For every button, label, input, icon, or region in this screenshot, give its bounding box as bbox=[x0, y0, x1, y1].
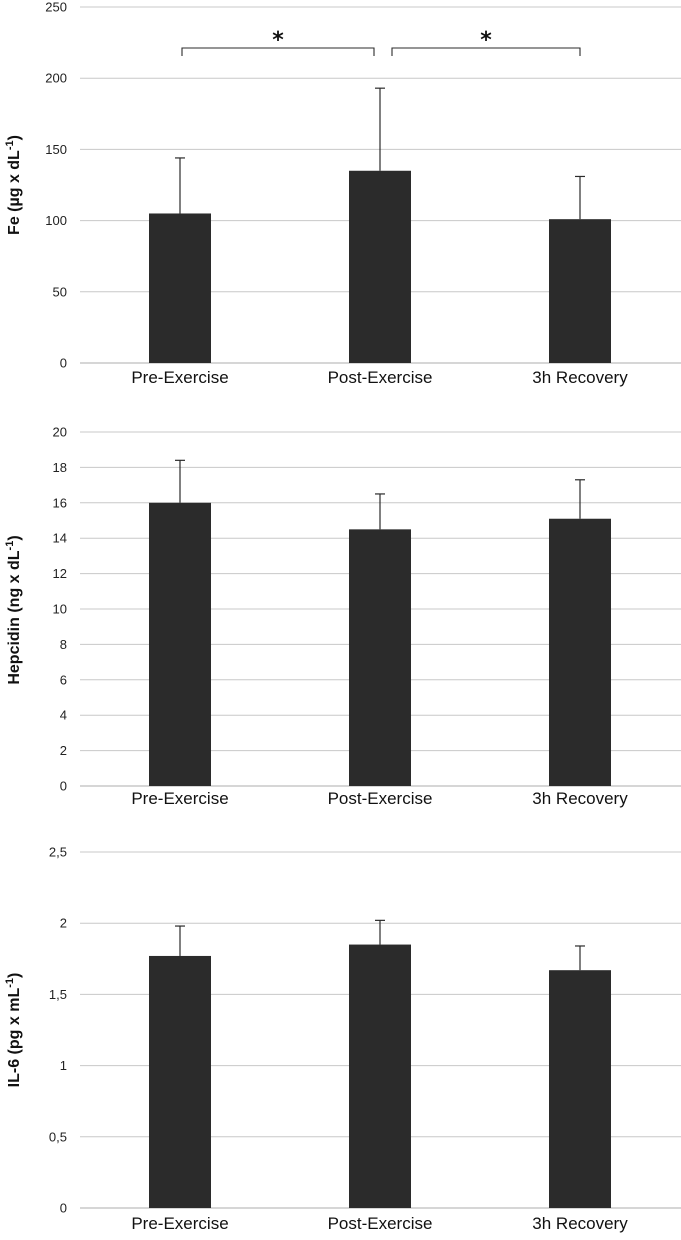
x-tick-label: 3h Recovery bbox=[532, 789, 628, 808]
y-tick-label: 8 bbox=[60, 637, 67, 652]
y-tick-label: 0 bbox=[60, 356, 67, 371]
bar-pre-exercise bbox=[149, 502, 211, 786]
y-axis-title-text: Hepcidin (ng x dL bbox=[6, 550, 23, 684]
y-tick-label: 150 bbox=[45, 142, 67, 157]
y-tick-label: 0 bbox=[60, 779, 67, 794]
x-tick-label: Post-Exercise bbox=[328, 789, 433, 808]
y-axis-title-text: IL-6 (pg x mL bbox=[6, 988, 23, 1088]
bar-3h-recovery bbox=[549, 518, 611, 786]
significance-marker: * bbox=[272, 28, 284, 53]
y-axis-title-close: ) bbox=[6, 535, 23, 540]
significance-bracket bbox=[181, 47, 375, 56]
fe-chart: 0 50 100 150 200 250 Pre-Exercise Post-Exercise… bbox=[4, 0, 681, 387]
y-tick-label: 18 bbox=[53, 460, 67, 475]
bar-post-exercise bbox=[349, 170, 411, 363]
x-tick-label: 3h Recovery bbox=[532, 1214, 628, 1233]
y-axis-title-sup: -1 bbox=[4, 541, 16, 551]
y-tick-label: 1,5 bbox=[49, 987, 67, 1002]
x-tick-label: Pre-Exercise bbox=[131, 1214, 228, 1233]
y-tick-label: 0 bbox=[60, 1201, 67, 1216]
x-tick-label: Pre-Exercise bbox=[131, 368, 228, 387]
y-tick-label: 14 bbox=[53, 531, 67, 546]
significance-marker: * bbox=[480, 28, 492, 53]
y-tick-label: 100 bbox=[45, 213, 67, 228]
y-axis-title: Fe (µg x dL-1) bbox=[4, 135, 23, 235]
bar-post-exercise bbox=[349, 529, 411, 786]
y-tick-label: 4 bbox=[60, 708, 67, 723]
y-tick-label: 2 bbox=[60, 916, 67, 931]
y-tick-label: 1 bbox=[60, 1058, 67, 1073]
y-axis-title-close: ) bbox=[6, 973, 23, 978]
significance-bracket bbox=[391, 47, 581, 56]
bar-pre-exercise bbox=[149, 213, 211, 363]
y-tick-label: 20 bbox=[53, 425, 67, 440]
y-tick-label: 2 bbox=[60, 743, 67, 758]
x-tick-label: Post-Exercise bbox=[328, 368, 433, 387]
y-tick-label: 50 bbox=[53, 284, 67, 299]
y-tick-label: 12 bbox=[53, 566, 67, 581]
y-tick-label: 16 bbox=[53, 495, 67, 510]
y-tick-label: 10 bbox=[53, 602, 67, 617]
y-tick-label: 6 bbox=[60, 672, 67, 687]
hepcidin-chart: 0 2 4 6 8 10 12 14 16 18 20 Pre-Exercise Post-Exerci… bbox=[4, 425, 681, 808]
y-axis-title-sup: -1 bbox=[4, 140, 16, 150]
y-tick-label: 2,5 bbox=[49, 845, 67, 860]
bar-post-exercise bbox=[349, 944, 411, 1208]
y-axis-title-close: ) bbox=[6, 135, 23, 140]
x-tick-label: Post-Exercise bbox=[328, 1214, 433, 1233]
y-axis-title-text: Fe (µg x dL bbox=[6, 150, 23, 235]
bar-3h-recovery bbox=[549, 970, 611, 1208]
y-tick-label: 0,5 bbox=[49, 1129, 67, 1144]
y-axis-title: Hepcidin (ng x dL-1) bbox=[4, 535, 23, 684]
x-tick-label: 3h Recovery bbox=[532, 368, 628, 387]
y-axis-title: IL-6 (pg x mL-1) bbox=[4, 973, 23, 1088]
y-tick-label: 250 bbox=[45, 0, 67, 15]
y-tick-label: 200 bbox=[45, 71, 67, 86]
bar-3h-recovery bbox=[549, 219, 611, 363]
y-axis-title-sup: -1 bbox=[4, 978, 16, 988]
il6-chart: 0 0,5 1 1,5 2 2,5 Pre-Exercise Post-Exercise 3h … bbox=[4, 845, 681, 1233]
bar-pre-exercise bbox=[149, 955, 211, 1208]
x-tick-label: Pre-Exercise bbox=[131, 789, 228, 808]
